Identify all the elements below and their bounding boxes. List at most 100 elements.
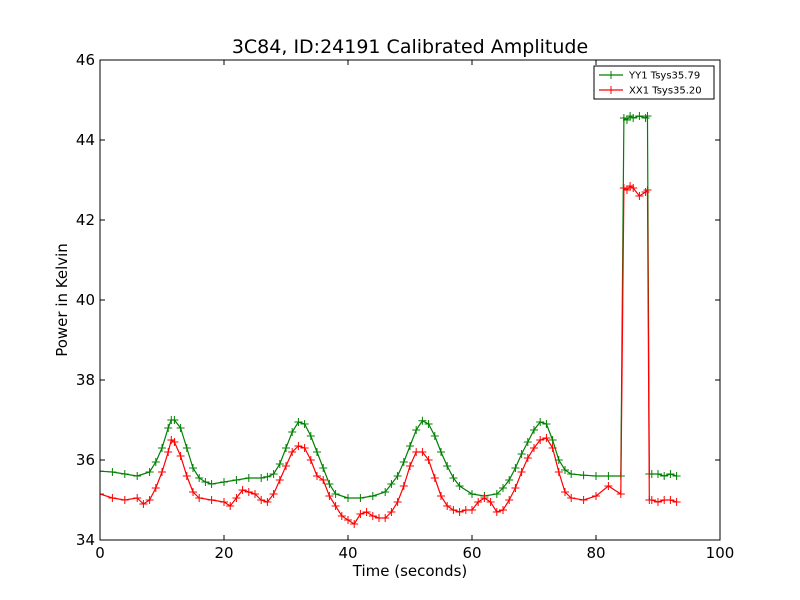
data-point: [387, 480, 396, 488]
data-point: [455, 508, 464, 516]
data-point: [275, 460, 284, 468]
data-point: [505, 496, 514, 504]
data-point: [195, 474, 204, 482]
y-tick-label: 36: [76, 451, 95, 469]
data-point: [393, 498, 402, 506]
data-point: [207, 496, 216, 504]
plot-area: [100, 112, 681, 528]
data-point: [530, 426, 538, 434]
legend: YY1 Tsys35.79 XX1 Tsys35.20: [593, 65, 715, 100]
chart-title: 3C84, ID:24191 Calibrated Amplitude: [232, 36, 588, 58]
data-point: [164, 448, 173, 456]
data-point: [220, 498, 228, 506]
data-point: [251, 490, 259, 498]
data-point: [319, 464, 328, 472]
data-point: [492, 508, 501, 516]
data-point: [505, 476, 514, 484]
x-tick-label: 0: [95, 544, 105, 562]
data-point: [468, 490, 476, 498]
data-point: [666, 470, 675, 478]
data-point: [313, 448, 321, 456]
data-point: [381, 488, 390, 496]
data-point: [182, 472, 191, 480]
data-point: [561, 488, 569, 496]
x-tick-label: 80: [586, 544, 605, 562]
data-point: [337, 512, 346, 520]
data-point: [182, 444, 191, 452]
data-point: [344, 516, 352, 524]
data-point: [244, 488, 253, 496]
data-point: [418, 448, 427, 456]
data-point: [604, 482, 613, 490]
data-point: [145, 468, 154, 476]
legend-box: [593, 65, 715, 100]
data-point: [325, 480, 334, 488]
data-point: [306, 456, 315, 464]
data-point: [282, 462, 290, 470]
data-point: [387, 508, 396, 516]
data-point: [604, 472, 613, 480]
data-point: [511, 464, 520, 472]
data-point: [654, 470, 662, 478]
data-point: [554, 468, 563, 476]
data-point: [523, 454, 532, 462]
data-point: [412, 426, 421, 434]
data-point: [331, 502, 340, 510]
legend-marker: [607, 71, 615, 79]
data-point: [201, 478, 210, 486]
data-point: [288, 448, 297, 456]
data-point: [133, 494, 142, 502]
data-point: [542, 420, 551, 428]
data-point: [145, 496, 154, 504]
data-point: [368, 512, 377, 520]
data-point: [344, 494, 352, 502]
data-point: [443, 502, 452, 510]
data-point: [232, 476, 241, 484]
data-point: [133, 472, 142, 480]
data-point: [430, 474, 439, 482]
data-point: [313, 472, 321, 480]
data-point: [220, 478, 228, 486]
data-point: [368, 492, 377, 500]
data-point: [151, 484, 160, 492]
y-tick-label: 38: [76, 371, 95, 389]
data-point: [189, 464, 197, 472]
data-point: [641, 114, 650, 122]
legend-entry: XX1 Tsys35.20: [599, 86, 702, 97]
data-point: [108, 468, 117, 476]
data-point: [263, 498, 272, 506]
data-point: [288, 428, 297, 436]
data-point: [406, 462, 414, 470]
data-point: [592, 472, 600, 480]
data-point: [536, 418, 545, 426]
data-point: [492, 490, 501, 498]
axes-frame: [99, 59, 721, 541]
data-point: [350, 520, 359, 528]
data-point: [306, 432, 315, 440]
data-point: [100, 490, 104, 498]
data-point: [356, 494, 365, 502]
data-point: [480, 494, 489, 502]
data-point: [579, 471, 588, 480]
data-point: [643, 186, 652, 194]
data-point: [158, 468, 166, 476]
data-point: [672, 472, 681, 480]
data-point: [319, 476, 328, 484]
y-tick-label: 42: [76, 211, 95, 229]
data-point: [666, 496, 675, 504]
x-tick-label: 60: [462, 544, 481, 562]
data-point: [424, 456, 433, 464]
data-point: [244, 474, 253, 482]
data-point: [294, 442, 303, 450]
data-point: [523, 438, 532, 446]
data-point: [536, 436, 545, 444]
data-point: [399, 482, 408, 490]
y-tick-label: 34: [76, 531, 95, 549]
legend-label: YY1 Tsys35.79: [628, 71, 700, 82]
data-point: [567, 494, 576, 502]
data-point: [511, 484, 520, 492]
data-point: [635, 112, 644, 120]
data-point: [486, 498, 495, 506]
data-point: [424, 420, 433, 428]
